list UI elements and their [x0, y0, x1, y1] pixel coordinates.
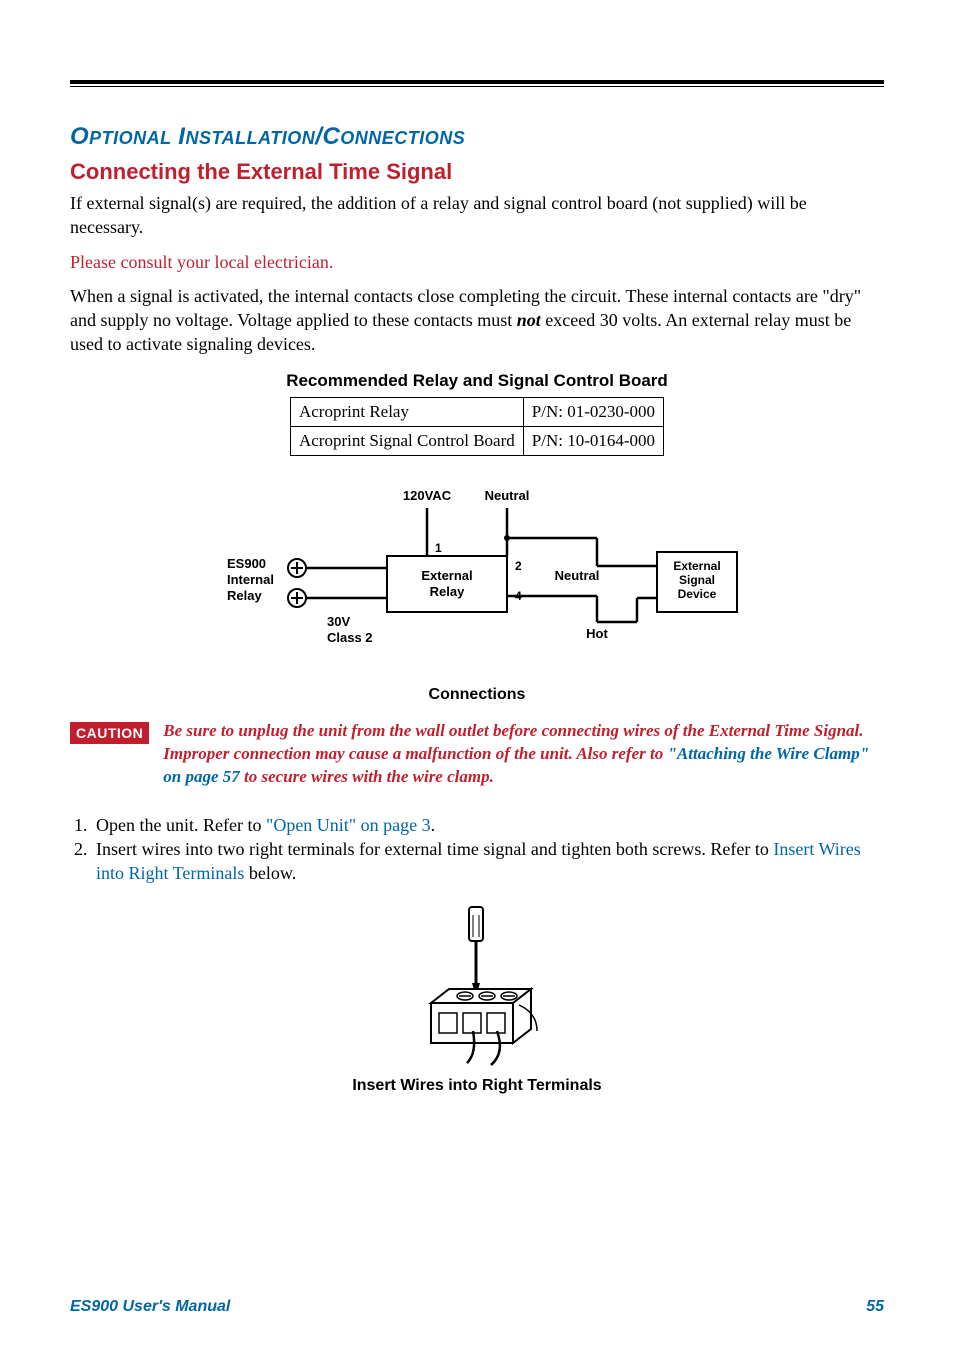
caution-badge: CAUTION: [70, 722, 149, 744]
label-neutral-top: Neutral: [485, 488, 530, 503]
table-cell: Acroprint Signal Control Board: [290, 426, 523, 455]
cross-ref-link: "Open Unit" on page 3: [266, 815, 431, 835]
list-item: Open the unit. Refer to "Open Unit" on p…: [92, 813, 884, 837]
table-row: Acroprint Signal Control Board P/N: 10-0…: [290, 426, 663, 455]
subsection-title: Connecting the External Time Signal: [70, 159, 884, 185]
text: Insert wires into two right terminals fo…: [96, 839, 773, 859]
text: to secure wires with the wire clamp.: [240, 767, 494, 786]
caution-text: Be sure to unplug the unit from the wall…: [163, 720, 884, 789]
figure-caption-terminals: Insert Wires into Right Terminals: [70, 1077, 884, 1095]
label-class2: Class 2: [327, 630, 373, 645]
table-cell: Acroprint Relay: [290, 397, 523, 426]
title-part: NSTALLATION: [185, 128, 315, 148]
footer-manual-title: ES900 User's Manual: [70, 1298, 230, 1316]
label-n1: 1: [435, 541, 442, 555]
table-row: Acroprint Relay P/N: 01-0230-000: [290, 397, 663, 426]
title-part: O: [70, 123, 89, 150]
label-ext-sig-2: Signal: [679, 573, 715, 587]
label-ext-relay-1: External: [421, 568, 472, 583]
emphasis: not: [517, 310, 541, 330]
label-ext-sig-3: Device: [678, 587, 717, 601]
label-ext-sig-1: External: [673, 559, 720, 573]
paragraph-warning: Please consult your local electrician.: [70, 250, 884, 274]
label-ext-relay-2: Relay: [430, 584, 465, 599]
terminals-figure: [70, 903, 884, 1073]
table-cell: P/N: 01-0230-000: [523, 397, 663, 426]
label-30v: 30V: [327, 614, 350, 629]
label-es900-1: ES900: [227, 556, 266, 571]
page-footer: ES900 User's Manual 55: [70, 1298, 884, 1316]
paragraph: If external signal(s) are required, the …: [70, 191, 884, 240]
recommended-parts-table: Acroprint Relay P/N: 01-0230-000 Acropri…: [290, 397, 664, 456]
title-part: C: [322, 123, 340, 150]
text: Open the unit. Refer to: [96, 815, 266, 835]
figure-caption-connections: Connections: [70, 686, 884, 704]
connections-diagram: 120VAC Neutral External Relay 1 2 4 ES90…: [70, 482, 884, 682]
footer-page-number: 55: [866, 1298, 884, 1316]
text: .: [431, 815, 436, 835]
steps-list: Open the unit. Refer to "Open Unit" on p…: [74, 813, 884, 886]
section-title: OPTIONAL INSTALLATION/CONNECTIONS: [70, 123, 884, 151]
label-120vac: 120VAC: [403, 488, 452, 503]
top-rule-thick: [70, 80, 884, 84]
caution-block: CAUTION Be sure to unplug the unit from …: [70, 720, 884, 789]
table-cell: P/N: 10-0164-000: [523, 426, 663, 455]
label-hot: Hot: [586, 626, 608, 641]
table-caption: Recommended Relay and Signal Control Boa…: [257, 371, 697, 391]
label-neutral-mid: Neutral: [555, 568, 600, 583]
label-es900-3: Relay: [227, 588, 262, 603]
label-es900-2: Internal: [227, 572, 274, 587]
paragraph: When a signal is activated, the internal…: [70, 284, 884, 357]
title-part: PTIONAL: [89, 128, 172, 148]
title-part: ONNECTIONS: [340, 128, 465, 148]
top-rule-thin: [70, 86, 884, 87]
text: below.: [244, 863, 296, 883]
label-n2: 2: [515, 559, 522, 573]
list-item: Insert wires into two right terminals fo…: [92, 837, 884, 886]
